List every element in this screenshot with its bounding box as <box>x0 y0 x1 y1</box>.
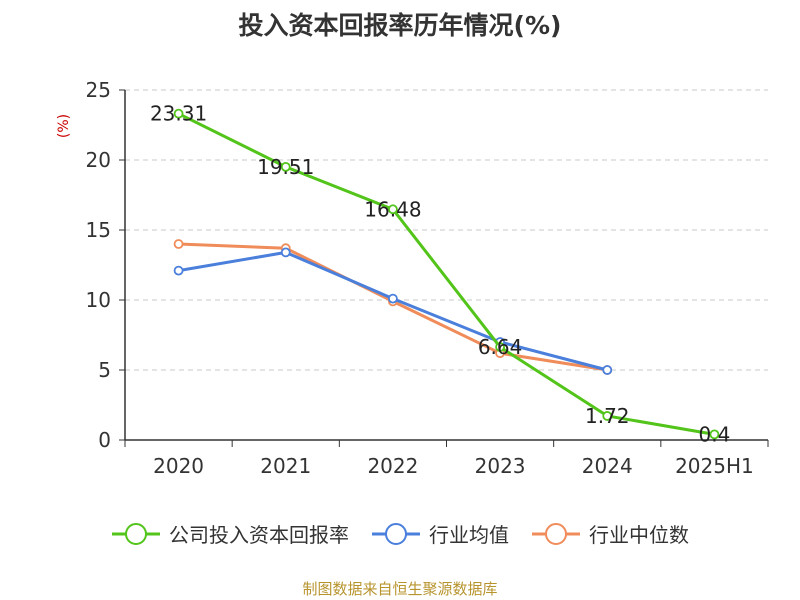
y-tick-label: 25 <box>86 78 111 102</box>
y-tick-label: 15 <box>86 218 111 242</box>
legend-item[interactable]: 行业中位数 <box>531 519 689 548</box>
axes: 0 5 10 15 20 25 2020 2021 2022 2023 2024 2025H1 <box>86 78 769 478</box>
legend-label: 公司投入资本回报率 <box>169 523 349 547</box>
data-label: 16.48 <box>364 197 421 221</box>
data-label: 0.4 <box>699 422 731 446</box>
grid-lines <box>125 89 768 371</box>
y-axis-label: (%) <box>56 114 72 138</box>
source-note: 制图数据来自恒生聚源数据库 <box>302 580 498 598</box>
data-point <box>280 247 291 258</box>
legend-swatch <box>532 522 580 545</box>
data-point <box>173 265 184 276</box>
data-point <box>173 239 184 249</box>
chart-title: 投入资本回报率历年情况(%) <box>238 11 562 40</box>
x-tick-label: 2020 <box>153 454 204 478</box>
y-tick-label: 20 <box>86 148 111 172</box>
legend-label: 行业中位数 <box>589 523 689 547</box>
legend-item[interactable]: 公司投入资本回报率 <box>111 519 349 548</box>
y-tick-label: 10 <box>86 288 111 312</box>
x-tick-label: 2024 <box>582 454 633 478</box>
series-line <box>177 112 715 436</box>
data-labels: 23.31 19.51 16.48 6.64 1.72 0.4 <box>150 102 730 447</box>
data-point <box>388 293 398 304</box>
x-tick-label: 2021 <box>260 454 311 478</box>
data-label: 6.64 <box>478 335 523 359</box>
legend-label: 行业均值 <box>429 523 509 547</box>
data-label: 19.51 <box>257 155 314 179</box>
y-tick-label: 5 <box>98 358 111 382</box>
data-point <box>280 161 291 172</box>
legend-item[interactable]: 行业均值 <box>371 519 509 548</box>
data-point <box>173 108 184 119</box>
data-point <box>388 204 398 215</box>
series-lines <box>173 108 720 440</box>
legend-swatch <box>112 522 160 545</box>
series-line <box>178 250 608 372</box>
data-label: 23.31 <box>150 102 207 126</box>
y-tick-label: 0 <box>98 428 111 452</box>
x-tick-label: 2023 <box>475 454 526 478</box>
data-label: 1.72 <box>585 404 630 428</box>
legend: 公司投入资本回报率 行业均值 行业中位数 <box>0 519 800 548</box>
data-point <box>602 365 613 375</box>
series-line <box>178 242 608 372</box>
legend-swatch <box>372 522 420 545</box>
data-point <box>709 429 720 440</box>
x-tick-label: 2025H1 <box>675 454 754 478</box>
x-tick-label: 2022 <box>367 454 418 478</box>
data-point <box>495 342 505 352</box>
data-point <box>602 411 613 421</box>
